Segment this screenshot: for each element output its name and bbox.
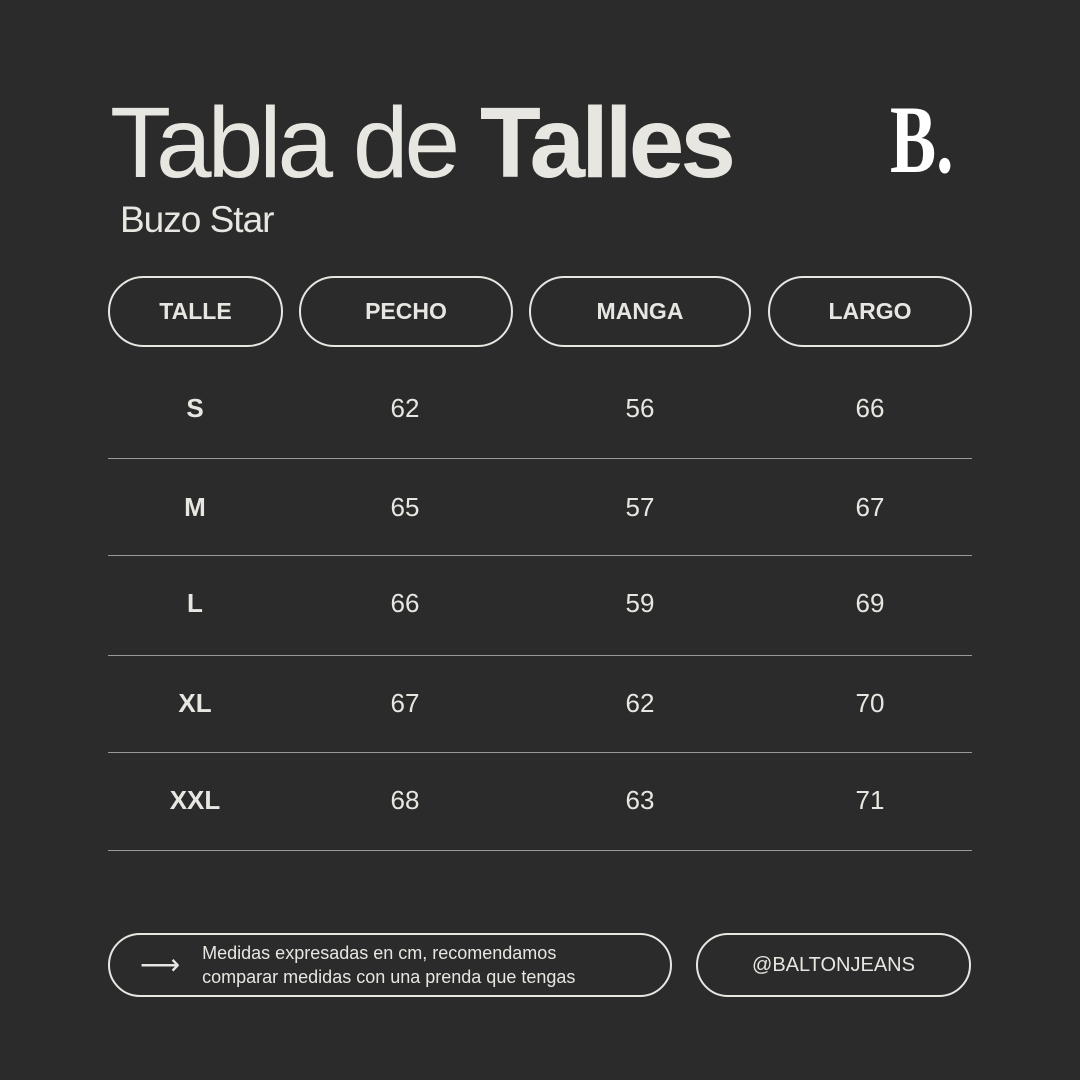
measure-cell: 59 xyxy=(625,588,655,618)
brand-logo: B. xyxy=(890,86,954,193)
header-talle: TALLE xyxy=(108,276,283,347)
measure-cell: 62 xyxy=(390,393,420,423)
measure-cell: 66 xyxy=(855,393,885,423)
size-cell: XXL xyxy=(169,785,221,815)
measure-cell: 63 xyxy=(625,785,655,815)
measure-cell: 57 xyxy=(625,492,655,522)
measure-cell: 66 xyxy=(390,588,420,618)
measurement-note: ⟶ Medidas expresadas en cm, recomendamos… xyxy=(108,933,672,997)
title-bold: Talles xyxy=(479,87,736,199)
size-cell: S xyxy=(186,393,204,423)
measure-cell: 70 xyxy=(855,688,885,718)
size-cell: M xyxy=(184,492,206,522)
row-divider xyxy=(108,850,972,851)
instagram-handle[interactable]: @BALTONJEANS xyxy=(696,933,971,997)
size-cell: XL xyxy=(178,688,212,718)
arrow-right-icon: ⟶ xyxy=(140,949,181,980)
measure-cell: 67 xyxy=(855,492,885,522)
measure-cell: 71 xyxy=(855,785,885,815)
row-divider xyxy=(108,458,972,459)
size-cell: L xyxy=(187,588,203,618)
page-title: Tabla de Talles xyxy=(110,87,736,199)
header-pecho: PECHO xyxy=(299,276,513,347)
note-line-1: Medidas expresadas en cm, recomendamos xyxy=(202,943,557,963)
measure-cell: 69 xyxy=(855,588,885,618)
row-divider xyxy=(108,752,972,753)
header-largo: LARGO xyxy=(768,276,972,347)
measure-cell: 68 xyxy=(390,785,420,815)
measure-cell: 56 xyxy=(625,393,655,423)
header-manga: MANGA xyxy=(529,276,751,347)
row-divider xyxy=(108,555,972,556)
measure-cell: 65 xyxy=(390,492,420,522)
subtitle: Buzo Star xyxy=(120,199,274,240)
row-divider xyxy=(108,655,972,656)
measure-cell: 67 xyxy=(390,688,420,718)
note-line-2: comparar medidas con una prenda que teng… xyxy=(202,967,576,987)
title-light: Tabla de xyxy=(110,87,480,199)
measure-cell: 62 xyxy=(625,688,655,718)
